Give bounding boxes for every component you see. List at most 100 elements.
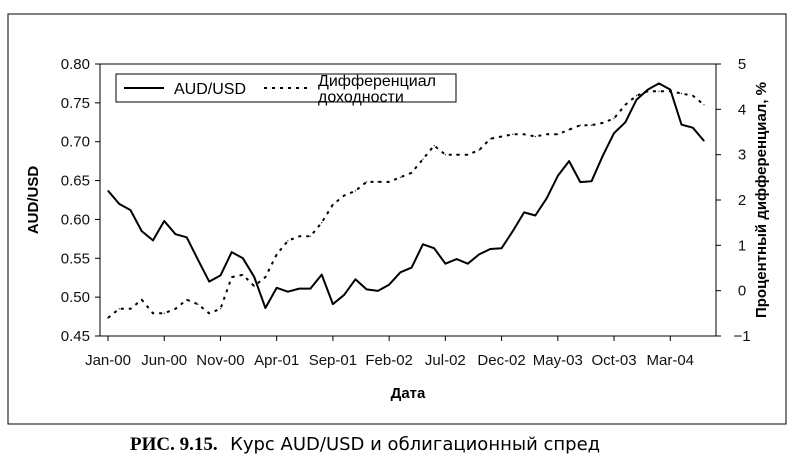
data-point-spread — [377, 181, 379, 183]
data-point-spread — [208, 312, 210, 314]
data-point-spread — [422, 158, 424, 160]
x-tick-label: Jun-00 — [141, 352, 187, 369]
plot-area — [99, 63, 717, 337]
data-point-spread — [478, 149, 480, 151]
y-tick-label: 0.80 — [61, 56, 90, 73]
caption-text: Курс AUD/USD и облигационный спред — [230, 434, 600, 455]
data-point-spread — [624, 104, 626, 106]
data-point-spread — [118, 308, 120, 310]
data-point-spread — [366, 181, 368, 183]
series-line-spread — [107, 90, 705, 319]
data-point-audusd — [343, 294, 345, 296]
data-point-audusd — [512, 230, 514, 232]
data-point-spread — [579, 124, 581, 126]
y-tick-label: 0.45 — [61, 328, 90, 345]
data-point-spread — [264, 276, 266, 278]
data-point-audusd — [141, 230, 143, 232]
legend-box — [115, 73, 457, 103]
y-right-tick-label: 0 — [738, 283, 746, 300]
x-axis: Jan-00 Jun-00 Nov-00 Apr-01 Sep-01 Feb-02 Jul-… — [85, 336, 694, 369]
y-tick-label: 0.55 — [61, 250, 90, 267]
data-point-audusd — [590, 180, 593, 182]
left-axis: 0.45 0.50 0.55 0.60 0.65 0.70 0.75 0.80 — [61, 56, 100, 345]
data-point-audusd — [332, 303, 334, 305]
caption-number: РИС. 9.15. — [130, 434, 218, 455]
x-tick-label: Apr-01 — [254, 352, 299, 369]
data-point-spread — [523, 133, 525, 135]
data-point-audusd — [669, 89, 671, 91]
data-point-audusd — [489, 248, 491, 250]
data-point-audusd — [219, 274, 222, 276]
y-tick-label: 0.60 — [61, 211, 90, 228]
legend-label-spread-line2: доходности — [318, 89, 404, 106]
data-point-audusd — [107, 190, 109, 192]
data-point-spread — [298, 235, 300, 237]
data-point-spread — [501, 135, 503, 138]
data-point-spread — [141, 299, 143, 301]
y-tick-label: 0.65 — [61, 173, 90, 190]
data-point-spread — [613, 117, 615, 119]
x-tick-label: Oct-03 — [592, 352, 637, 369]
data-point-audusd — [354, 278, 356, 280]
data-point-audusd — [546, 197, 548, 199]
data-point-spread — [129, 308, 132, 310]
data-point-audusd — [658, 82, 660, 84]
y-tick-label: 0.75 — [61, 95, 90, 112]
y-right-tick-label: 2 — [738, 192, 746, 209]
data-point-audusd — [309, 288, 311, 290]
data-point-audusd — [456, 258, 458, 260]
y-tick-label: 0.70 — [61, 134, 90, 151]
y-axis-title: AUD/USD — [25, 166, 42, 235]
data-point-spread — [692, 95, 694, 97]
data-point-spread — [197, 303, 199, 305]
data-point-spread — [557, 133, 559, 135]
legend-label-spread: Дифференциал доходности — [318, 73, 440, 106]
data-point-audusd — [568, 160, 570, 162]
x-axis-title: Дата — [391, 385, 426, 402]
data-point-audusd — [613, 132, 615, 134]
data-point-spread — [703, 104, 705, 106]
data-point-audusd — [399, 271, 401, 273]
data-point-spread — [174, 308, 177, 310]
data-point-spread — [489, 138, 491, 140]
data-point-audusd — [478, 253, 480, 255]
y-right-tick-label: 3 — [738, 147, 746, 164]
data-point-audusd — [197, 259, 199, 261]
data-point-audusd — [680, 124, 683, 126]
right-axis: −1 0 1 2 3 4 5 — [716, 56, 751, 345]
data-point-audusd — [298, 288, 300, 290]
data-point-spread — [635, 95, 638, 97]
data-point-audusd — [118, 203, 120, 205]
x-tick-label: Nov-00 — [196, 352, 244, 369]
data-point-audusd — [647, 89, 649, 91]
data-point-spread — [456, 154, 458, 156]
data-point-spread — [163, 312, 165, 314]
data-point-audusd — [501, 247, 503, 249]
data-point-spread — [546, 133, 548, 135]
data-point-audusd — [703, 140, 705, 142]
y-right-tick-label: 4 — [738, 101, 746, 118]
data-point-spread — [411, 172, 413, 174]
data-point-spread — [568, 129, 570, 131]
data-point-spread — [231, 276, 233, 278]
data-point-spread — [534, 135, 536, 138]
data-point-audusd — [129, 209, 132, 211]
x-tick-label: Feb-02 — [365, 352, 413, 369]
data-point-spread — [658, 90, 660, 92]
data-point-spread — [332, 203, 334, 206]
x-tick-label: May-03 — [533, 352, 583, 369]
data-point-audusd — [635, 99, 638, 101]
data-point-spread — [321, 222, 323, 224]
data-point-audusd — [422, 243, 424, 245]
data-point-spread — [309, 235, 311, 237]
data-point-audusd — [264, 307, 266, 309]
series-group — [107, 82, 705, 319]
x-tick-label: Jan-00 — [85, 352, 131, 369]
chart-outer-frame — [7, 13, 787, 425]
legend: AUD/USD Дифференциал доходности — [115, 73, 457, 106]
data-point-spread — [433, 145, 435, 147]
legend-label-audusd: AUD/USD — [174, 81, 246, 98]
x-tick-label: Sep-01 — [309, 352, 357, 369]
data-point-spread — [647, 90, 649, 92]
data-point-spread — [467, 154, 469, 156]
